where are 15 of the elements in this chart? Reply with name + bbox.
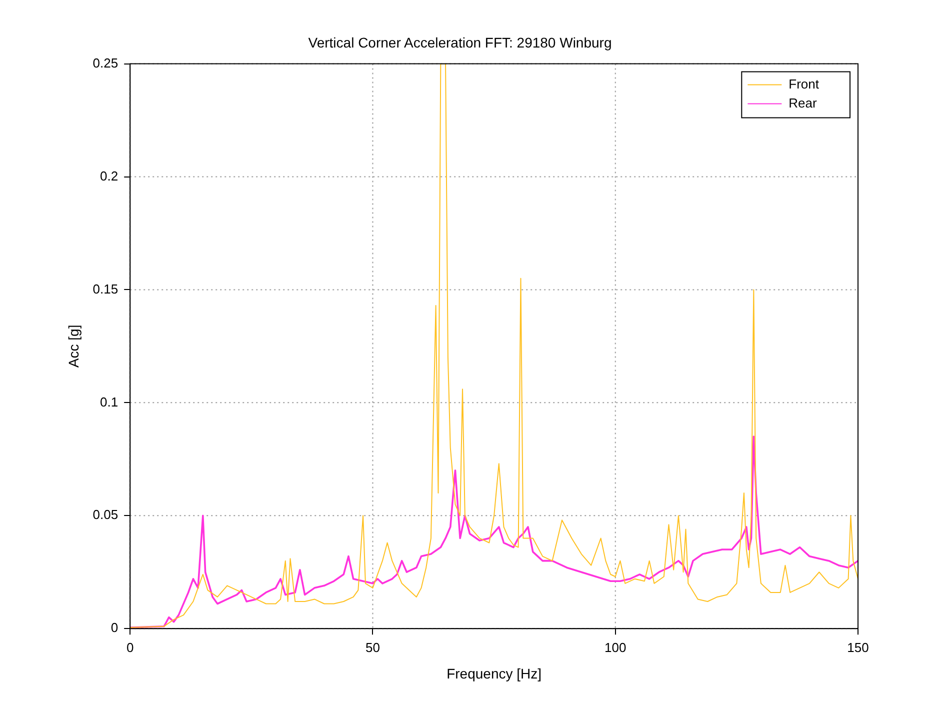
y-tick-label: 0.25 — [92, 55, 118, 70]
x-tick-label: 150 — [847, 640, 869, 655]
x-tick-label: 100 — [604, 640, 626, 655]
y-axis-title: Acc [g] — [65, 324, 82, 368]
x-tick-label: 0 — [126, 640, 134, 655]
y-tick-label: 0 — [110, 620, 118, 636]
chart-title: Vertical Corner Acceleration FFT: 29180 Winburg — [308, 34, 612, 50]
x-axis-title: Frequency [Hz] — [446, 665, 542, 682]
y-tick-label: 0.05 — [92, 507, 118, 522]
y-tick-label: 0.15 — [92, 281, 118, 296]
y-tick-label: 0.2 — [100, 168, 118, 184]
y-tick-label: 0.1 — [100, 394, 118, 410]
legend-label: Front — [788, 76, 820, 92]
x-tick-label: 50 — [366, 640, 380, 655]
legend-label: Rear — [788, 95, 818, 110]
